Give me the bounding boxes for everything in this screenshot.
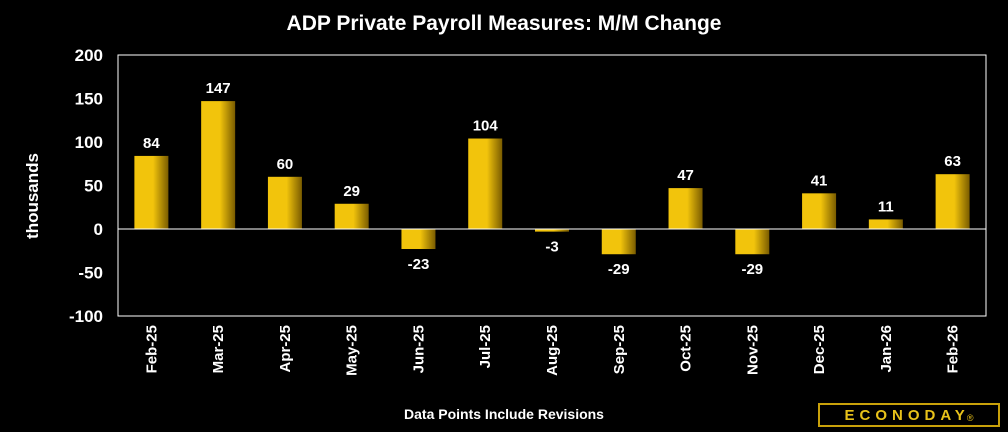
data-label-Oct-25: 47 — [677, 167, 694, 184]
data-label-Aug-25: -3 — [545, 239, 558, 256]
x-tick-label-Oct-25: Oct-25 — [678, 325, 695, 372]
data-label-Sep-25: -29 — [608, 261, 630, 278]
y-tick-label-0: 200 — [75, 46, 103, 65]
y-tick-label-4: 0 — [94, 220, 103, 239]
x-tick-label-Jun-25: Jun-25 — [410, 325, 427, 373]
econoday-logo: ECONODAY ® — [818, 403, 1000, 427]
registered-mark: ® — [966, 413, 974, 423]
data-label-Mar-25: 147 — [206, 80, 231, 97]
x-tick-label-Mar-25: Mar-25 — [210, 325, 227, 373]
y-tick-label-2: 100 — [75, 133, 103, 152]
x-tick-label-Dec-25: Dec-25 — [811, 325, 828, 374]
plot-frame — [117, 54, 987, 317]
x-tick-label-Sep-25: Sep-25 — [611, 325, 628, 374]
data-label-Feb-26: 63 — [944, 153, 961, 170]
y-tick-label-3: 50 — [84, 177, 103, 196]
data-label-Jun-25: -23 — [408, 256, 430, 273]
bar-Apr-25 — [267, 176, 302, 229]
x-tick-label-Jan-26: Jan-26 — [878, 325, 895, 373]
bar-Oct-25 — [668, 188, 703, 229]
y-tick-label-6: -100 — [69, 307, 103, 326]
data-label-Jan-26: 11 — [878, 198, 894, 215]
bar-Mar-25 — [201, 101, 236, 229]
x-tick-label-Nov-25: Nov-25 — [744, 325, 761, 375]
data-label-Apr-25: 60 — [277, 156, 294, 173]
y-tick-label-1: 150 — [75, 90, 103, 109]
chart-title: ADP Private Payroll Measures: M/M Change — [286, 12, 722, 35]
bar-Dec-25 — [802, 193, 837, 229]
x-tick-label-May-25: May-25 — [344, 325, 361, 376]
footnote: Data Points Include Revisions — [404, 406, 604, 422]
bar-Jan-26 — [868, 219, 903, 229]
x-tick-label-Feb-25: Feb-25 — [143, 325, 160, 373]
bar-Sep-25 — [601, 229, 636, 255]
bar-Aug-25 — [535, 229, 569, 232]
y-tick-label-5: -50 — [78, 264, 103, 283]
bar-Nov-25 — [735, 229, 770, 255]
data-label-Dec-25: 41 — [811, 172, 828, 189]
data-label-Nov-25: -29 — [741, 261, 763, 278]
x-tick-label-Aug-25: Aug-25 — [544, 325, 561, 376]
bar-Jun-25 — [401, 229, 436, 250]
bar-May-25 — [334, 203, 369, 229]
data-label-May-25: 29 — [343, 183, 360, 200]
y-axis-label: thousands — [23, 153, 42, 239]
bar-Feb-26 — [935, 174, 970, 229]
data-label-Feb-25: 84 — [143, 135, 160, 152]
x-tick-label-Apr-25: Apr-25 — [277, 325, 294, 373]
bar-Feb-25 — [134, 155, 169, 229]
data-label-Jul-25: 104 — [473, 118, 499, 135]
bar-Jul-25 — [468, 138, 503, 229]
x-tick-label-Feb-26: Feb-26 — [945, 325, 962, 373]
brand-name: ECONODAY — [844, 406, 970, 424]
x-tick-label-Jul-25: Jul-25 — [477, 325, 494, 368]
